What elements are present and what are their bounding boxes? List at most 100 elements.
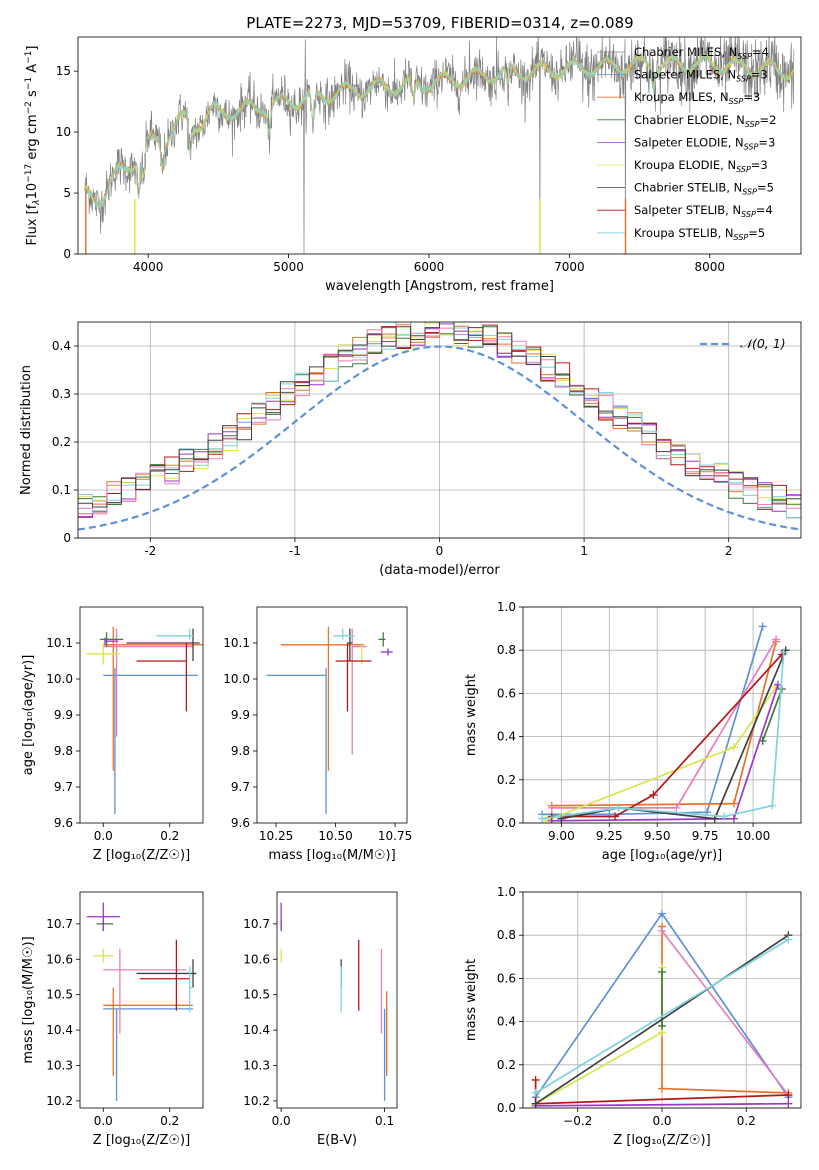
x-axis-label: Z [log₁₀(Z/Z☉)]	[93, 1133, 190, 1148]
panel-mass_vs_Z: 0.0 0.2 10.2 10.3 10.4 10.5 10.6 10.7 Z [log₁₀(Z…	[21, 891, 204, 1148]
y-axis-label-part: A	[25, 64, 40, 77]
legend-text: Kroupa MILES, N	[634, 90, 729, 104]
tick-label-y: 0	[63, 531, 71, 545]
weight-point-marker	[658, 967, 666, 976]
histogram-series	[78, 322, 801, 519]
plot-area	[266, 626, 393, 814]
y-axis-label-part: erg cm	[25, 114, 40, 163]
tick-label-y: 0.2	[497, 773, 516, 787]
panel-residuals: -2 -1 0 1 2 0 0.1 0.2 0.3 0.4 (data-model)/error No…	[19, 321, 802, 578]
weight-point-marker	[672, 803, 681, 812]
legend-tail: =2	[760, 113, 777, 127]
legend-text: Chabrier STELIB, N	[634, 181, 742, 195]
tick-label-y: 0.0	[497, 816, 516, 830]
x-axis-label: (data-model)/error	[379, 563, 500, 578]
tick-label-y: 0.6	[497, 686, 516, 700]
weight-series-line	[535, 934, 789, 1105]
weight-series-line	[535, 967, 663, 1105]
tick-label-x: 9.75	[692, 829, 719, 843]
tick-label-x: 10.00	[736, 829, 770, 843]
axes-frame	[77, 36, 802, 255]
legend-entry: Kroupa ELODIE, NSSP=3	[634, 158, 768, 174]
y-axis-label-part: s	[25, 90, 40, 101]
panel-weight_vs_Z: −0.2 0.0 0.2 0.0 0.2 0.4 0.6 0.8 1.0 Z [log₁₀(Z/Z…	[464, 885, 802, 1148]
legend-entry: Chabrier ELODIE, NSSP=2	[634, 113, 776, 129]
tick-label-y: 10.0	[46, 672, 73, 686]
tick-label-x: −0.2	[563, 1114, 592, 1128]
tick-label-y: 0	[63, 247, 71, 261]
tick-label-y: 0.4	[497, 1015, 516, 1029]
legend-entry: Chabrier STELIB, NSSP=5	[634, 181, 774, 197]
tick-label-x: 0.0	[652, 1114, 671, 1128]
tick-label-y: 0.6	[497, 971, 516, 985]
plot-area	[280, 902, 388, 1101]
tick-label-y: 9.8	[231, 744, 250, 758]
weight-series-line	[761, 688, 783, 742]
weight-series-line	[661, 930, 790, 1096]
gaussian-curve	[78, 345, 801, 531]
weight-point-marker	[658, 1084, 666, 1093]
tick-label-x: 10.75	[378, 829, 412, 843]
legend-tail: =3	[751, 158, 768, 172]
weight-point-marker	[729, 799, 738, 808]
tick-label-y: 0.4	[497, 730, 516, 744]
legend-text: Salpeter ELODIE, N	[634, 135, 744, 149]
y-axis-label: mass weight	[464, 674, 479, 756]
legend-entry: Salpeter STELIB, NSSP=4	[634, 203, 773, 219]
tick-label-y: 10.2	[46, 1094, 73, 1108]
tick-label-x: 0.2	[160, 829, 179, 843]
tick-label-y: 10.6	[46, 952, 73, 966]
tick-label-y: 9.7	[231, 780, 250, 794]
tick-label-y: 1.0	[497, 600, 516, 614]
axes-frame	[256, 606, 408, 824]
axes: 4000 5000 6000 7000 8000 0 5 10 15 wavelength [An…	[24, 36, 802, 294]
tick-label-x: -2	[144, 544, 156, 558]
legend-text: Kroupa STELIB, N	[634, 226, 734, 240]
weight-point-marker	[784, 935, 793, 944]
tick-label-x: 0.0	[94, 1114, 113, 1128]
tick-label-y: 10.0	[223, 672, 250, 686]
weight-point-marker	[784, 1091, 793, 1100]
histogram-series	[78, 322, 801, 508]
plot-area	[86, 902, 197, 1101]
tick-label-x: 9.00	[548, 829, 575, 843]
legend-sub: SSP	[734, 233, 749, 242]
weight-point-marker	[779, 648, 788, 657]
plot-area	[84, 37, 795, 254]
y-axis-label-part: −1	[24, 51, 34, 64]
weight-series-line	[551, 653, 783, 818]
tick-label-y: 5	[63, 186, 71, 200]
tick-label-y: 10.1	[46, 636, 73, 650]
axes: 0.0 0.2 9.6 9.7 9.8 9.9 10.0 10.1 Z [log₁₀(Z/Z☉)…	[21, 606, 204, 863]
tick-label-x: 5000	[273, 260, 304, 274]
axes-frame	[77, 321, 802, 539]
tick-label-y: 9.6	[54, 816, 73, 830]
axes: 0.0 0.1 10.2 10.3 10.4 10.5 10.6 10.7 E(B-V)	[243, 891, 398, 1148]
plot-area	[78, 322, 801, 531]
axes: 10.25 10.50 10.75 9.6 9.7 9.8 9.9 10.0 10.1 mass …	[223, 606, 412, 863]
weight-series-line	[551, 684, 779, 822]
legend-entry: Salpeter ELODIE, NSSP=3	[634, 135, 775, 151]
grid	[78, 322, 801, 539]
legend-sub: SSP	[742, 188, 757, 197]
y-axis-label-part: Flux [f	[25, 204, 40, 245]
legend-tail: =5	[757, 181, 774, 195]
tick-label-y: 10.1	[223, 636, 250, 650]
tick-label-x: 0.2	[160, 1114, 179, 1128]
tick-label-x: 2	[725, 544, 733, 558]
weight-point-marker	[729, 814, 738, 823]
y-axis-label: mass [log₁₀(M/M☉)]	[21, 936, 36, 1063]
tick-label-y: 0.1	[52, 483, 71, 497]
tick-label-y: 9.6	[231, 816, 250, 830]
tick-label-y: 9.7	[54, 780, 73, 794]
tick-label-y: 0.8	[497, 643, 516, 657]
tick-label-x: 7000	[554, 260, 585, 274]
tick-label-x: 10.50	[318, 829, 352, 843]
tick-label-x: 0.2	[737, 1114, 756, 1128]
weight-series-line	[535, 938, 789, 1094]
legend-sub: SSP	[744, 142, 759, 151]
legend-tail: =3	[751, 68, 768, 82]
tick-label-y: 9.9	[54, 708, 73, 722]
y-axis-label: mass weight	[464, 959, 479, 1041]
